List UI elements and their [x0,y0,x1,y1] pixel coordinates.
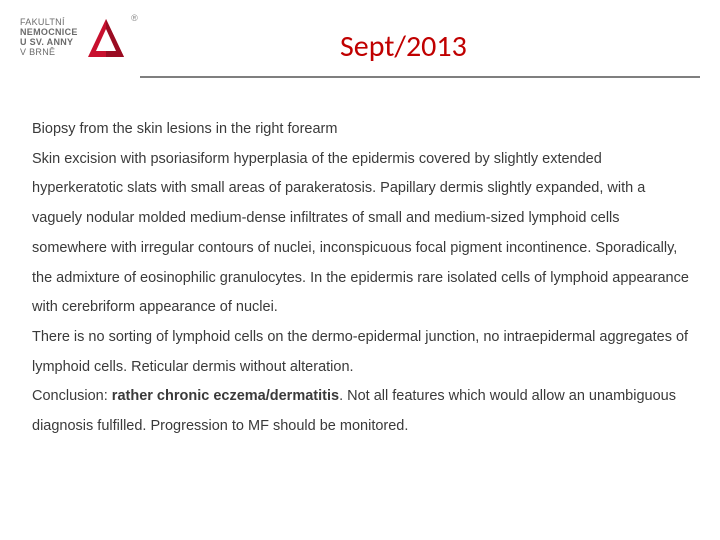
logo-text: FAKULTNÍ NEMOCNICE U SV. ANNY V BRNĚ [20,18,78,58]
paragraph-2: Skin excision with psoriasiform hyperpla… [32,145,692,323]
conclusion-paragraph: Conclusion: rather chronic eczema/dermat… [32,382,692,441]
conclusion-bold: rather chronic eczema/dermatitis [112,388,339,404]
conclusion-label: Conclusion: [32,388,112,404]
logo-line4: V BRNĚ [20,48,78,58]
slide-header: FAKULTNÍ NEMOCNICE U SV. ANNY V BRNĚ ® S… [0,0,720,90]
slide-title: Sept/2013 [340,28,467,65]
title-underline [140,76,700,78]
paragraph-3: There is no sorting of lymphoid cells on… [32,323,692,382]
hospital-logo: FAKULTNÍ NEMOCNICE U SV. ANNY V BRNĚ ® [20,15,128,61]
registered-icon: ® [131,13,138,23]
body-content: Biopsy from the skin lesions in the righ… [32,115,692,442]
logo-mark-icon: ® [84,15,128,61]
paragraph-1: Biopsy from the skin lesions in the righ… [32,115,692,145]
